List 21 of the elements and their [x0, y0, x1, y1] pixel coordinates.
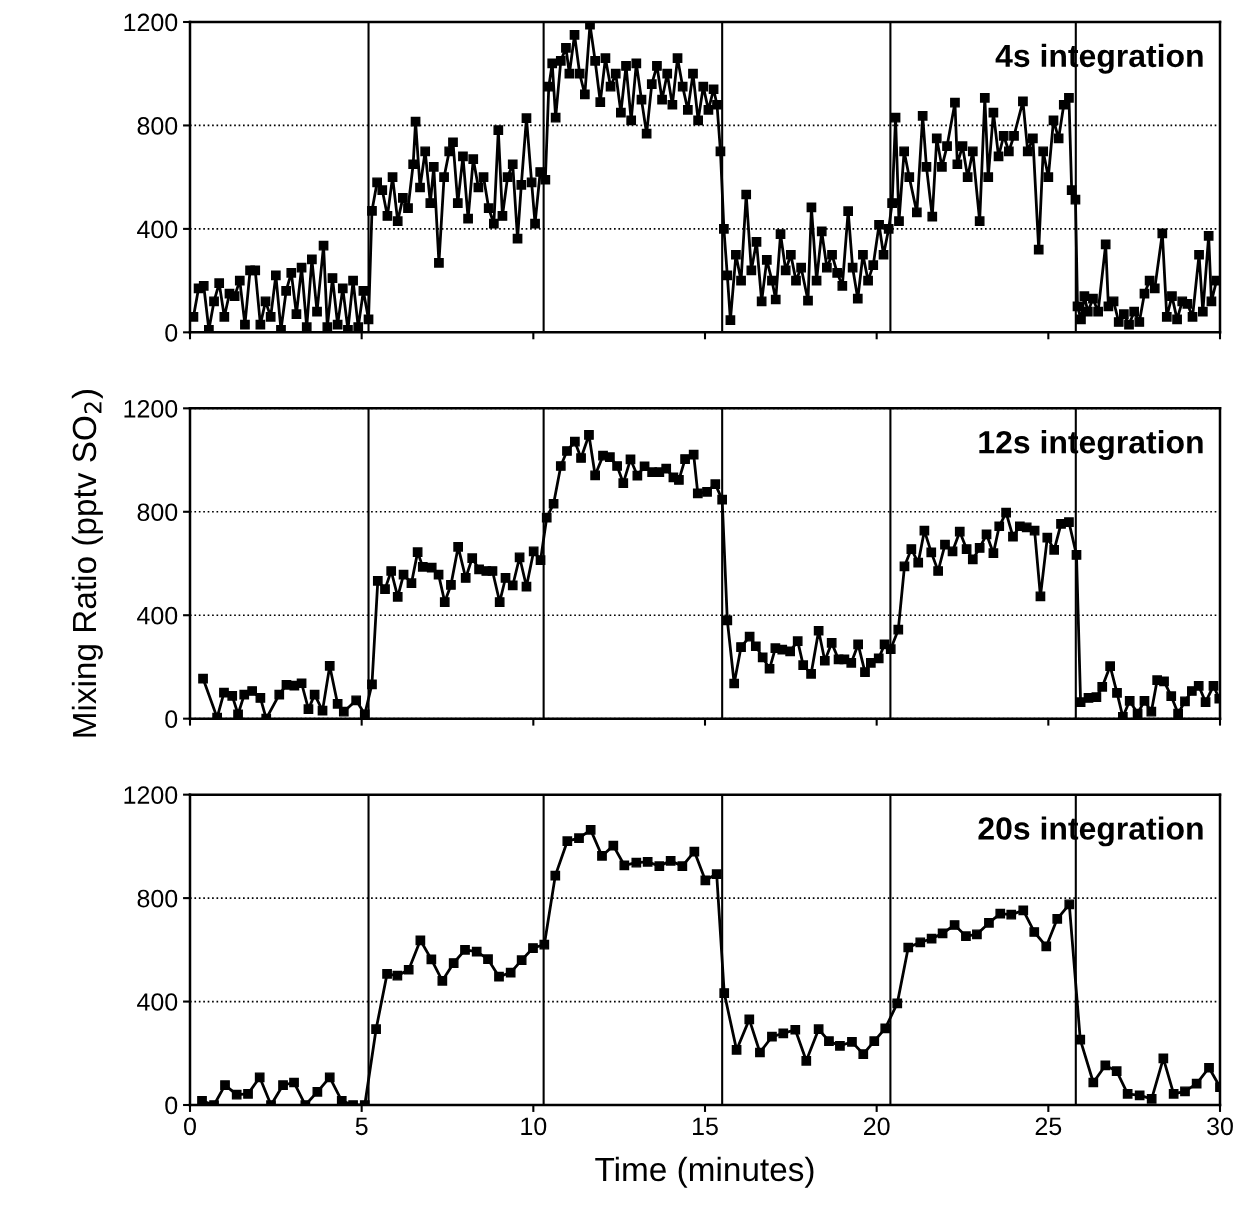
y-tick-label: 800: [137, 117, 178, 135]
y-tick-label: 400: [137, 220, 178, 239]
x-tick-label: 5: [355, 1117, 368, 1136]
x-tick-label: 20: [864, 1117, 890, 1136]
y-tick-label: 0: [165, 1096, 178, 1115]
y-tick-label: 800: [137, 503, 178, 522]
x-tick-label: 15: [693, 1117, 718, 1136]
y-tick-label: 400: [137, 606, 178, 625]
x-tick-label: 0: [184, 1117, 196, 1136]
x-tick-label: 10: [521, 1117, 547, 1136]
y-tick-label: 400: [137, 993, 178, 1011]
y-tick-label: 1200: [124, 786, 178, 804]
y-tick-label: 1200: [124, 399, 178, 418]
y-tick-label: 0: [165, 323, 178, 342]
y-axis-title: Mixing Ratio (pptv SO$_{2}$): [71, 390, 103, 737]
y-tick-label: 1200: [124, 13, 178, 32]
x-tick-label: 30: [1207, 1117, 1233, 1136]
y-tick-label: 800: [137, 889, 178, 908]
x-axis-title: Time (minutes): [595, 1156, 814, 1188]
y-tick-label: 0: [165, 710, 178, 728]
x-tick-label: 25: [1035, 1117, 1062, 1136]
